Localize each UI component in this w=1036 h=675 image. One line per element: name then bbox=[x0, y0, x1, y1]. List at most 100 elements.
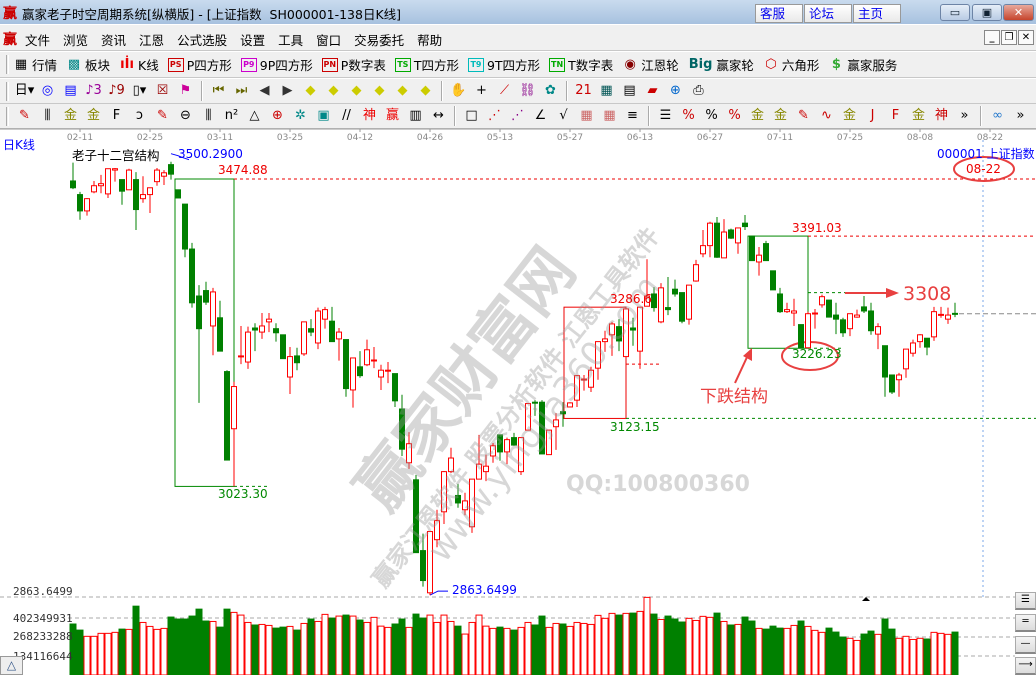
parallel-icon[interactable]: ≡ bbox=[627, 108, 638, 123]
toolbar-button[interactable]: $ 赢家服务 bbox=[828, 55, 898, 74]
print-icon[interactable]: ⎙ bbox=[693, 83, 704, 98]
toolbar-button[interactable]: TN T数字表 bbox=[549, 55, 613, 74]
toolbar-grip[interactable] bbox=[6, 106, 9, 126]
shrink-icon[interactable]: ◆ bbox=[374, 83, 385, 98]
toolbar-button[interactable]: PS P四方形 bbox=[167, 55, 232, 74]
calculator-icon[interactable]: ▦ bbox=[600, 83, 613, 98]
toolbar-button[interactable]: TS T四方形 bbox=[394, 55, 459, 74]
maximize-button[interactable]: ▣ bbox=[972, 4, 1002, 21]
toolbar-button[interactable]: P9 9P四方形 bbox=[240, 55, 313, 74]
ladder-icon[interactable]: ☰ bbox=[659, 108, 672, 123]
menu-item[interactable]: 窗口 bbox=[316, 33, 342, 48]
customer-service-button[interactable]: 客服 bbox=[755, 4, 803, 23]
hand-icon[interactable]: ✋ bbox=[450, 83, 467, 98]
percent2-icon[interactable]: % bbox=[728, 108, 741, 123]
forum-button[interactable]: 论坛 bbox=[804, 4, 852, 23]
toolbar-grip[interactable] bbox=[6, 81, 9, 101]
expand-panel-button[interactable]: △ bbox=[0, 656, 23, 675]
ying-icon[interactable]: 赢 bbox=[385, 108, 399, 123]
crosshair-icon[interactable]: + bbox=[476, 83, 487, 98]
shen-icon[interactable]: 神 bbox=[362, 108, 376, 123]
gold2-icon[interactable]: 金 bbox=[86, 108, 100, 123]
menu-item[interactable]: 江恩 bbox=[139, 33, 165, 48]
j-icon[interactable]: J bbox=[870, 108, 875, 123]
save-icon[interactable]: ▰ bbox=[647, 83, 658, 98]
move-right-icon[interactable]: ◆ bbox=[328, 83, 339, 98]
circle-scale-icon[interactable]: ⊖ bbox=[180, 108, 191, 123]
toolbar-button[interactable]: ıİı K线 bbox=[119, 55, 159, 74]
close-button[interactable]: ✕ bbox=[1003, 4, 1034, 21]
period-day-icon[interactable]: 日▾ bbox=[14, 83, 35, 98]
calendar-icon[interactable]: 21 bbox=[575, 83, 592, 98]
map-icon[interactable]: ☒ bbox=[156, 83, 169, 98]
expand-icon[interactable]: ◆ bbox=[351, 83, 362, 98]
line-tool-icon[interactable]: ⟋ bbox=[499, 83, 510, 98]
right-icon[interactable]: ▶ bbox=[282, 83, 293, 98]
toolbar-button[interactable]: ▦ 行情 bbox=[13, 55, 57, 74]
shen-angle-icon[interactable]: 神 bbox=[934, 108, 948, 123]
menu-item[interactable]: 工具 bbox=[278, 33, 304, 48]
check-icon[interactable]: √ bbox=[559, 108, 568, 123]
menu-item[interactable]: 公式选股 bbox=[177, 33, 228, 48]
chain-icon[interactable]: ⛓ bbox=[519, 83, 536, 98]
menu-item[interactable]: 资讯 bbox=[101, 33, 127, 48]
lines-icon[interactable]: ⫼ bbox=[205, 108, 212, 123]
sine-icon[interactable]: ∿ bbox=[821, 108, 832, 123]
left-icon[interactable]: ◀ bbox=[259, 83, 270, 98]
percent-line-icon[interactable]: % bbox=[682, 108, 695, 123]
n2-icon[interactable]: n² bbox=[224, 108, 239, 123]
layout-button-1[interactable]: ☰ bbox=[1015, 592, 1036, 610]
zoom-out-icon[interactable]: ◆ bbox=[420, 83, 431, 98]
gold-icon[interactable]: 金 bbox=[63, 108, 77, 123]
width-icon[interactable]: ↔ bbox=[433, 108, 444, 123]
mdi-close-button[interactable]: ✕ bbox=[1018, 30, 1034, 45]
menu-item[interactable]: 文件 bbox=[25, 33, 51, 48]
period-label[interactable]: 日K线 bbox=[3, 138, 35, 152]
toolbar-grip[interactable] bbox=[6, 55, 9, 74]
toolbar-button[interactable]: ⬡ 六角形 bbox=[763, 55, 819, 74]
ruler-icon[interactable]: ▥ bbox=[409, 108, 422, 123]
first-icon[interactable]: ⏮ bbox=[212, 83, 225, 98]
flag-icon[interactable]: ⚑ bbox=[179, 83, 192, 98]
layout-button-2[interactable]: ═ bbox=[1015, 614, 1036, 632]
more2-icon[interactable]: » bbox=[1016, 108, 1025, 123]
grid2-icon[interactable]: ▦ bbox=[603, 108, 616, 123]
network-icon[interactable]: ⊕ bbox=[670, 83, 681, 98]
layout-button-3[interactable]: — bbox=[1015, 636, 1036, 654]
pen-icon[interactable]: ✎ bbox=[19, 108, 30, 123]
zoom-in-icon[interactable]: ◆ bbox=[397, 83, 408, 98]
web-icon[interactable]: ✲ bbox=[295, 108, 306, 123]
layout-button-4[interactable]: ⟶ bbox=[1015, 657, 1036, 675]
mdi-minimize-button[interactable]: _ bbox=[984, 30, 1000, 45]
fan2-icon[interactable]: ⋰ bbox=[511, 108, 524, 123]
candle-type-icon[interactable]: ▯▾ bbox=[132, 83, 147, 98]
spiral-icon[interactable]: ↄ bbox=[135, 108, 144, 123]
gold3-icon[interactable]: 金 bbox=[842, 108, 856, 123]
pen3-icon[interactable]: ✎ bbox=[798, 108, 809, 123]
gold-circle-icon[interactable]: 金 bbox=[750, 108, 764, 123]
wave9-icon[interactable]: ♪9 bbox=[108, 83, 125, 98]
move-left-icon[interactable]: ◆ bbox=[305, 83, 316, 98]
menu-item[interactable]: 帮助 bbox=[417, 33, 443, 48]
box-icon[interactable]: □ bbox=[465, 108, 478, 123]
toolbar-button[interactable]: ▩ 板块 bbox=[66, 55, 110, 74]
square-web-icon[interactable]: ▣ bbox=[317, 108, 330, 123]
pen2-icon[interactable]: ✎ bbox=[157, 108, 168, 123]
slash-icon[interactable]: // bbox=[342, 108, 351, 123]
settings-icon[interactable]: ✿ bbox=[545, 83, 556, 98]
percent-icon[interactable]: % bbox=[705, 108, 718, 123]
menu-item[interactable]: 浏览 bbox=[63, 33, 89, 48]
f-angle-icon[interactable]: F bbox=[891, 108, 900, 123]
minimize-button[interactable]: ▭ bbox=[940, 4, 970, 21]
notes-icon[interactable]: ▤ bbox=[64, 83, 77, 98]
triangle-icon[interactable]: △ bbox=[249, 108, 260, 123]
target-icon[interactable]: ⊕ bbox=[272, 108, 283, 123]
toolbar-button[interactable]: ◉ 江恩轮 bbox=[622, 55, 679, 74]
homepage-button[interactable]: 主页 bbox=[853, 4, 901, 23]
fib-icon[interactable]: F bbox=[112, 108, 121, 123]
gold-lines-icon[interactable]: 金 bbox=[773, 108, 787, 123]
toolbar-button[interactable]: Big 赢家轮 bbox=[688, 55, 754, 74]
grid-icon[interactable]: ▦ bbox=[580, 108, 593, 123]
last-icon[interactable]: ⏭ bbox=[235, 83, 248, 98]
mdi-restore-button[interactable]: ❐ bbox=[1001, 30, 1017, 45]
